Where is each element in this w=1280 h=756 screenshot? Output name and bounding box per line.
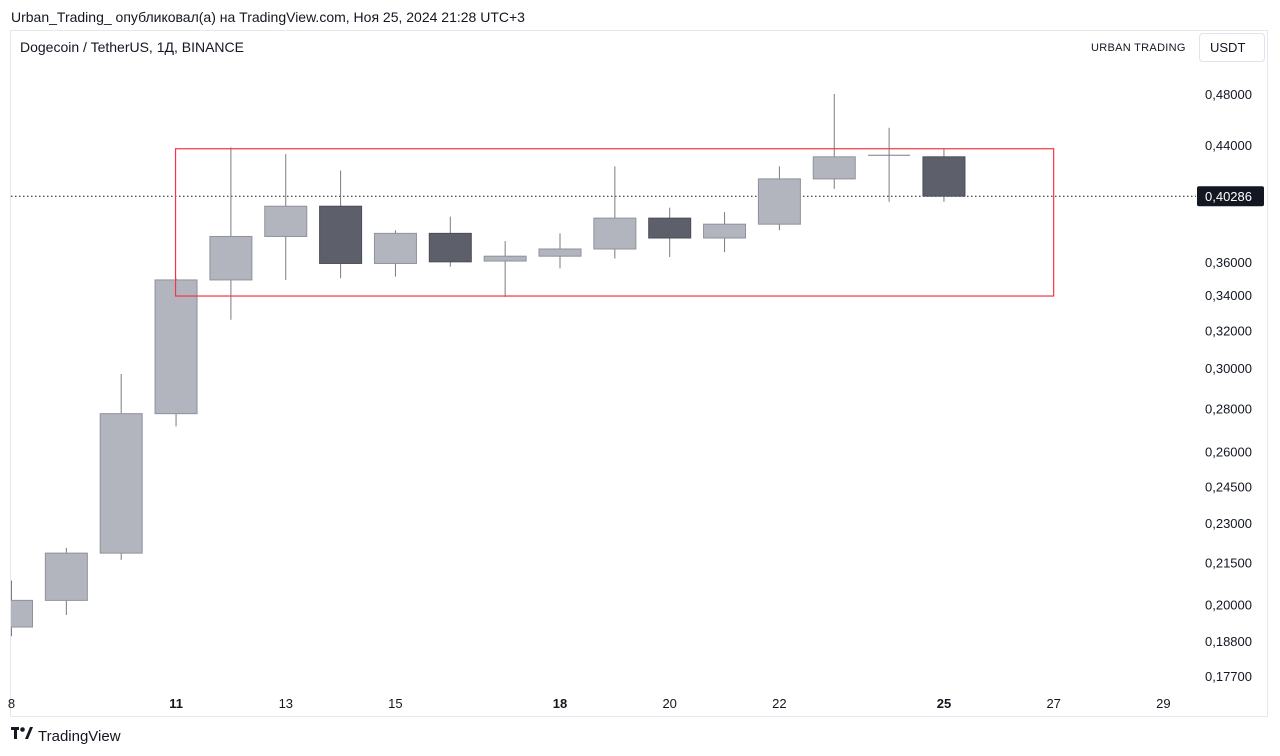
price-tick-label: 0,44000 bbox=[1205, 138, 1252, 153]
price-tick-label: 0,48000 bbox=[1205, 87, 1252, 102]
time-axis[interactable]: 8 11 13 15 18 20 22 25 27 29 bbox=[8, 696, 1171, 711]
price-tick-label: 0,24500 bbox=[1205, 479, 1252, 494]
annotations-layer[interactable] bbox=[174, 148, 1055, 297]
candle-body bbox=[428, 232, 472, 263]
candle-body bbox=[757, 178, 801, 225]
price-tick-label: 0,21500 bbox=[1205, 556, 1252, 571]
candle-body bbox=[11, 599, 33, 628]
published-info: Urban_Trading_ опубликовал(а) на Trading… bbox=[11, 9, 525, 25]
currency-button[interactable]: USDT bbox=[1199, 33, 1265, 62]
price-tick-label: 0,23000 bbox=[1205, 516, 1252, 531]
tradingview-logo-icon bbox=[11, 727, 33, 745]
price-tick-label: 0,28000 bbox=[1205, 401, 1252, 416]
candle-body bbox=[703, 223, 747, 239]
author-watermark: URBAN TRADING bbox=[1091, 42, 1186, 54]
time-tick-label: 22 bbox=[772, 696, 786, 711]
tradingview-logo[interactable]: TradingView bbox=[11, 727, 121, 745]
candle-body bbox=[648, 217, 692, 239]
time-tick-label: 11 bbox=[169, 696, 183, 711]
last-price-label-text: 0,40286 bbox=[1205, 189, 1252, 204]
candle-body bbox=[538, 248, 582, 257]
candle-body bbox=[209, 235, 253, 281]
last-price-label: 0,40286 bbox=[1197, 186, 1264, 207]
candle-body bbox=[812, 156, 856, 180]
price-tick-label: 0,17700 bbox=[1205, 669, 1252, 684]
price-tick-label: 0,30000 bbox=[1205, 361, 1252, 376]
candle-body bbox=[99, 413, 143, 554]
candle-body bbox=[44, 552, 88, 601]
tradingview-brand: TradingView bbox=[38, 727, 121, 745]
candle-body bbox=[319, 205, 363, 264]
candle-body bbox=[483, 255, 527, 262]
candle-body bbox=[264, 205, 308, 237]
time-tick-label: 25 bbox=[937, 696, 951, 711]
price-tick-label: 0,36000 bbox=[1205, 255, 1252, 270]
time-tick-label: 13 bbox=[279, 696, 293, 711]
price-tick-label: 0,26000 bbox=[1205, 445, 1252, 460]
candles-layer bbox=[11, 94, 966, 637]
price-tick-label: 0,32000 bbox=[1205, 324, 1252, 339]
time-tick-label: 27 bbox=[1046, 696, 1060, 711]
chart-pane[interactable] bbox=[10, 30, 1268, 717]
price-tick-label: 0,18800 bbox=[1205, 634, 1252, 649]
range-box[interactable] bbox=[174, 148, 1055, 297]
time-tick-label: 20 bbox=[662, 696, 676, 711]
symbol-title[interactable]: Dogecoin / TetherUS, 1Д, BINANCE bbox=[20, 39, 244, 55]
price-tick-label: 0,34000 bbox=[1205, 288, 1252, 303]
time-tick-label: 18 bbox=[553, 696, 567, 711]
last-price-label-bg bbox=[1197, 186, 1264, 207]
time-tick-label: 8 bbox=[8, 696, 15, 711]
candle-body bbox=[373, 232, 417, 264]
candle-body bbox=[593, 217, 637, 250]
time-tick-label: 29 bbox=[1156, 696, 1170, 711]
price-axis[interactable]: 0,48000 0,44000 0,36000 0,34000 0,32000 0,300… bbox=[1205, 87, 1252, 684]
candle-body bbox=[922, 156, 966, 197]
price-tick-label: 0,20000 bbox=[1205, 598, 1252, 613]
time-tick-label: 15 bbox=[388, 696, 402, 711]
candle-body bbox=[154, 279, 198, 415]
